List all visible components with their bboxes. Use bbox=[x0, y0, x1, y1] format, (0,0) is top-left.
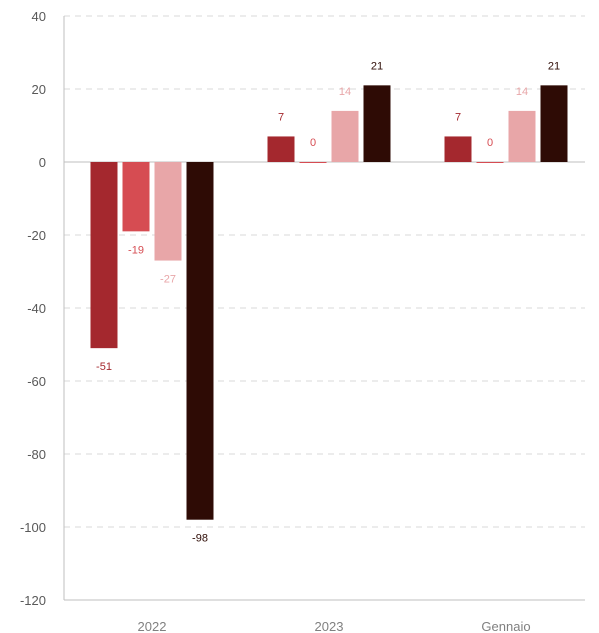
data-labels: -51 -19 -27 -98 7 0 14 21 7 0 14 21 bbox=[96, 60, 560, 544]
data-label: 0 bbox=[487, 137, 493, 149]
data-label: -19 bbox=[128, 244, 144, 256]
bar-2023-1 bbox=[267, 136, 295, 162]
data-label: -27 bbox=[160, 274, 176, 286]
y-tick-label: 20 bbox=[32, 82, 46, 97]
bars bbox=[90, 85, 568, 520]
y-tick-label: -60 bbox=[27, 374, 46, 389]
x-category-label: Gennaio bbox=[481, 619, 530, 633]
bar-Gennaio-1 bbox=[444, 136, 472, 162]
x-axis-category-labels: 2022 2023 Gennaio bbox=[138, 619, 531, 633]
bar-Gennaio-3 bbox=[508, 110, 536, 162]
x-category-label: 2022 bbox=[138, 619, 167, 633]
data-label: -51 bbox=[96, 361, 112, 373]
bar-2022-1 bbox=[90, 162, 118, 349]
y-tick-label: -80 bbox=[27, 447, 46, 462]
data-label: 21 bbox=[371, 60, 383, 72]
y-tick-label: -120 bbox=[20, 593, 46, 608]
bar-2022-2 bbox=[122, 162, 150, 232]
y-tick-label: 0 bbox=[39, 155, 46, 170]
bar-2023-4 bbox=[363, 85, 391, 162]
y-tick-label: 40 bbox=[32, 9, 46, 24]
bar-Gennaio-2 bbox=[476, 162, 504, 163]
bar-2022-3 bbox=[154, 162, 182, 261]
bar-Gennaio-4 bbox=[540, 85, 568, 162]
y-tick-label: -100 bbox=[20, 520, 46, 535]
y-axis-tick-labels: 40 20 0 -20 -40 -60 -80 -100 -120 bbox=[20, 9, 46, 608]
data-label: 7 bbox=[278, 111, 284, 123]
gridlines bbox=[64, 15, 585, 601]
bar-2023-2 bbox=[299, 162, 327, 163]
data-label: 21 bbox=[548, 60, 560, 72]
data-label: 0 bbox=[310, 137, 316, 149]
data-label: -98 bbox=[192, 533, 208, 545]
bar-2022-4 bbox=[186, 162, 214, 520]
data-label: 14 bbox=[516, 86, 528, 98]
bar-2023-3 bbox=[331, 110, 359, 162]
y-tick-label: -40 bbox=[27, 301, 46, 316]
data-label: 14 bbox=[339, 86, 351, 98]
data-label: 7 bbox=[455, 111, 461, 123]
x-category-label: 2023 bbox=[315, 619, 344, 633]
y-tick-label: -20 bbox=[27, 228, 46, 243]
